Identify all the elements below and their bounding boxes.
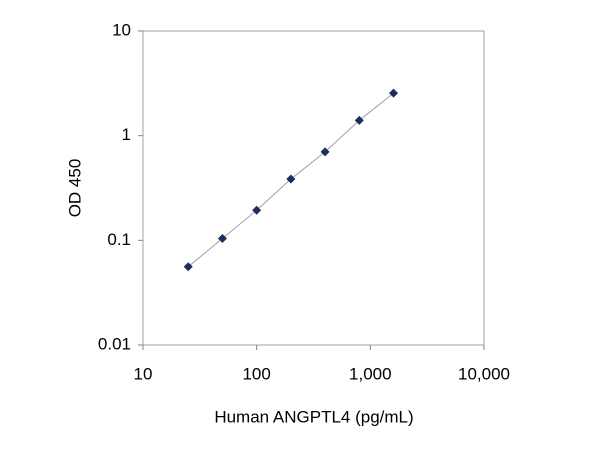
x-tick-label: 1,000 <box>349 364 392 383</box>
data-point <box>286 174 296 184</box>
x-tick-label: 10 <box>134 364 153 383</box>
plot-area <box>142 30 485 346</box>
y-tick-label: 10 <box>112 20 131 39</box>
data-point <box>320 147 330 157</box>
data-point <box>183 262 193 272</box>
data-point <box>354 115 364 125</box>
x-tick-label: 10,000 <box>458 364 510 383</box>
data-point <box>252 205 262 215</box>
data-point <box>217 234 227 244</box>
y-tick-label: 0.1 <box>107 230 131 249</box>
y-axis-label: OD 450 <box>65 159 84 218</box>
y-tick-label: 0.01 <box>98 334 131 353</box>
x-tick-label: 100 <box>242 364 270 383</box>
y-tick-label: 1 <box>122 125 131 144</box>
data-point <box>389 88 399 98</box>
x-axis-label: Human ANGPTL4 (pg/mL) <box>214 407 413 426</box>
